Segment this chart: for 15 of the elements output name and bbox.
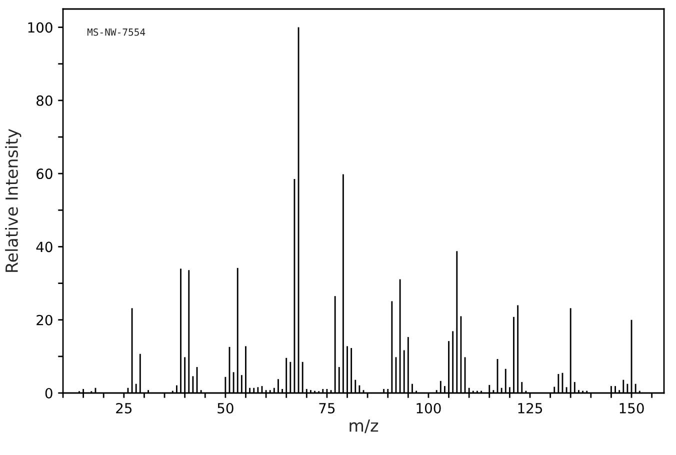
x-tick-label: 125 <box>518 402 542 414</box>
x-tick-label: 150 <box>620 402 644 414</box>
y-tick-label: 20 <box>36 314 52 326</box>
y-tick-label: 80 <box>36 95 52 106</box>
x-tick-label: 25 <box>116 402 132 414</box>
x-axis-title: m/z <box>350 419 378 434</box>
y-axis-title: Relative Intensity <box>5 128 22 272</box>
x-tick-label: 75 <box>319 403 335 414</box>
y-tick-label: 0 <box>45 388 52 398</box>
y-tick-label: 100 <box>28 22 52 33</box>
y-tick-label: 60 <box>36 168 52 180</box>
y-tick-label: 40 <box>36 242 52 252</box>
x-tick-label: 100 <box>416 402 441 414</box>
annotation: MS-NW-7554 <box>87 28 146 36</box>
x-tick-label: 50 <box>218 402 234 414</box>
